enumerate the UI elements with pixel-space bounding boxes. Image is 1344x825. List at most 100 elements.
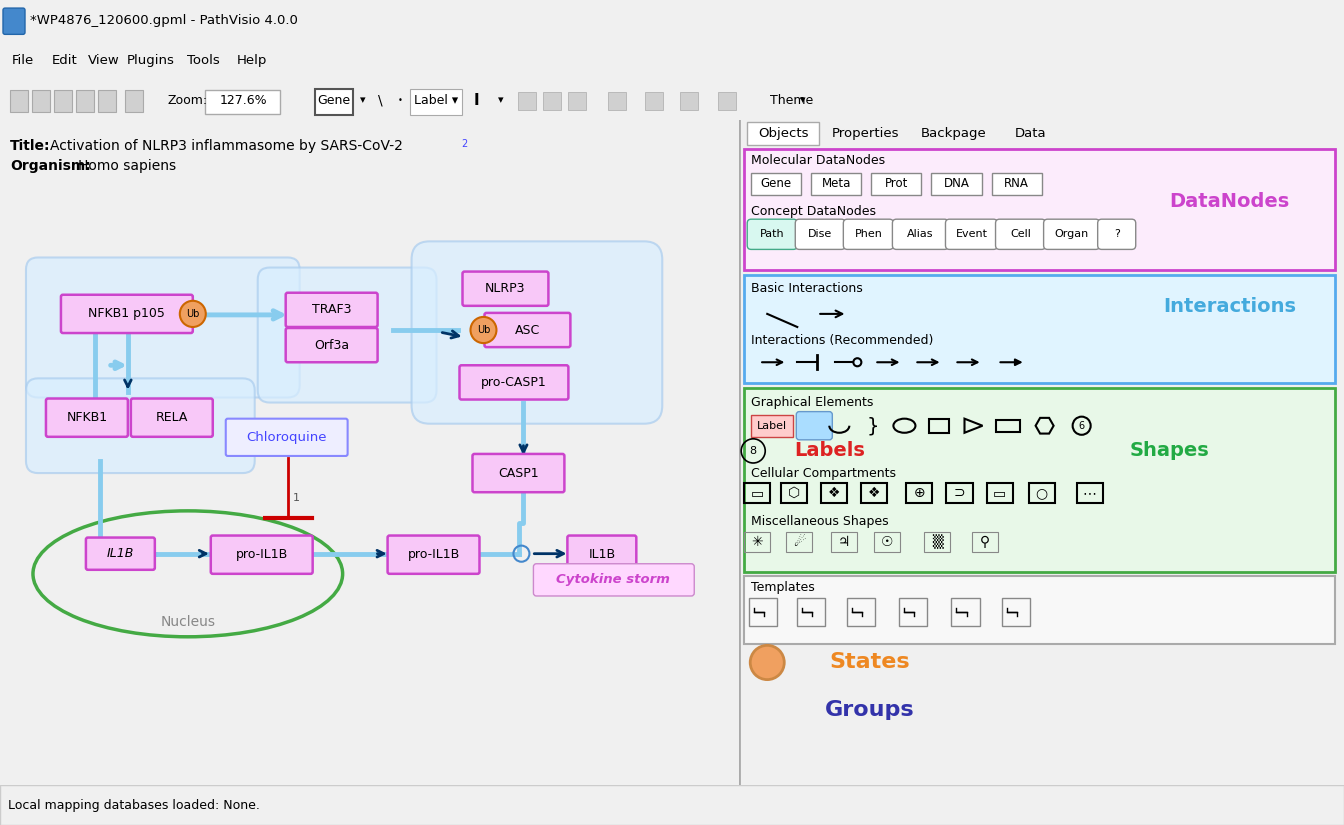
Text: Prot: Prot [884,177,909,191]
FancyBboxPatch shape [745,389,1335,572]
Bar [718,92,737,111]
Text: ▾: ▾ [800,95,805,106]
Bar [946,483,973,503]
FancyBboxPatch shape [745,275,1335,384]
Text: Data: Data [1015,127,1047,140]
Text: Molecular DataNodes: Molecular DataNodes [751,154,886,167]
Text: Orf3a: Orf3a [314,338,349,351]
Text: ☉: ☉ [882,535,894,549]
Text: Backpage: Backpage [921,127,986,140]
FancyBboxPatch shape [812,173,862,195]
Text: ▒: ▒ [933,535,942,549]
Text: Theme: Theme [770,94,813,106]
FancyBboxPatch shape [931,173,981,195]
Text: ⬡: ⬡ [788,486,800,500]
FancyBboxPatch shape [751,173,801,195]
Text: Meta: Meta [821,177,851,191]
Text: *WP4876_120600.gpml - PathVisio 4.0.0: *WP4876_120600.gpml - PathVisio 4.0.0 [30,14,298,26]
Text: Path: Path [759,229,785,239]
Bar [930,418,949,433]
Text: ▾: ▾ [499,95,504,106]
FancyBboxPatch shape [314,89,353,116]
FancyBboxPatch shape [411,242,663,424]
Text: Help: Help [237,54,267,67]
Bar [9,90,28,112]
Text: File: File [12,54,34,67]
Text: NFKB1 p105: NFKB1 p105 [89,308,165,320]
Text: ⊕: ⊕ [914,486,925,500]
FancyBboxPatch shape [996,219,1046,249]
Bar [745,531,770,552]
Text: Dise: Dise [808,229,832,239]
FancyBboxPatch shape [567,535,636,574]
Bar [517,92,536,111]
Bar [607,92,626,111]
Text: 8: 8 [750,446,757,456]
FancyBboxPatch shape [60,295,192,333]
Bar [1001,598,1030,626]
Text: }: } [866,417,879,436]
FancyBboxPatch shape [26,379,255,473]
FancyBboxPatch shape [286,293,378,327]
Bar [925,531,950,552]
Bar [906,483,933,503]
FancyBboxPatch shape [796,412,832,440]
Text: •: • [398,96,403,105]
Text: DNA: DNA [943,177,969,191]
Text: Chloroquine: Chloroquine [246,431,327,445]
Bar [32,90,50,112]
Text: NLRP3: NLRP3 [485,282,526,295]
FancyBboxPatch shape [843,219,894,249]
Text: pro-IL1B: pro-IL1B [407,548,460,561]
Text: Interactions (Recommended): Interactions (Recommended) [751,333,934,346]
Text: Groups: Groups [825,700,914,720]
Bar [821,483,847,503]
FancyBboxPatch shape [892,219,949,249]
FancyBboxPatch shape [1043,219,1099,249]
Text: Nucleus: Nucleus [160,615,215,629]
Text: Basic Interactions: Basic Interactions [751,282,863,295]
Text: Cellular Compartments: Cellular Compartments [751,467,896,479]
Text: Labels: Labels [794,441,864,460]
FancyBboxPatch shape [745,576,1335,644]
Text: CASP1: CASP1 [499,467,539,479]
Text: Shapes: Shapes [1130,441,1210,460]
Text: ✳: ✳ [751,535,763,549]
Bar [797,598,825,626]
Text: States: States [829,653,910,672]
Bar [543,92,560,111]
Text: Miscellaneous Shapes: Miscellaneous Shapes [751,515,888,528]
Bar [1028,483,1055,503]
Bar [847,598,875,626]
Bar [680,92,698,111]
Text: Gene: Gene [761,177,792,191]
Text: I: I [473,92,478,108]
Bar [645,92,663,111]
Text: \: \ [378,93,383,107]
Text: TRAF3: TRAF3 [312,304,351,316]
Bar [996,420,1020,431]
Text: Homo sapiens: Homo sapiens [78,158,176,172]
Text: Alias: Alias [907,229,934,239]
Text: Plugins: Plugins [126,54,175,67]
FancyBboxPatch shape [286,328,378,362]
Circle shape [180,301,206,327]
Text: Cell: Cell [1011,229,1031,239]
Text: ☄: ☄ [793,535,805,549]
Text: NFKB1: NFKB1 [66,411,108,424]
Bar [899,598,927,626]
FancyBboxPatch shape [130,398,212,436]
FancyBboxPatch shape [211,535,313,574]
Bar [125,90,142,112]
FancyBboxPatch shape [460,365,569,399]
FancyBboxPatch shape [26,257,300,398]
Text: pro-CASP1: pro-CASP1 [481,376,547,389]
Text: IL1B: IL1B [589,548,616,561]
FancyBboxPatch shape [3,8,26,35]
FancyBboxPatch shape [86,538,155,570]
Bar [569,92,586,111]
FancyBboxPatch shape [206,90,280,115]
Circle shape [470,317,496,343]
Text: ⊃: ⊃ [954,486,965,500]
Text: Phen: Phen [855,229,882,239]
